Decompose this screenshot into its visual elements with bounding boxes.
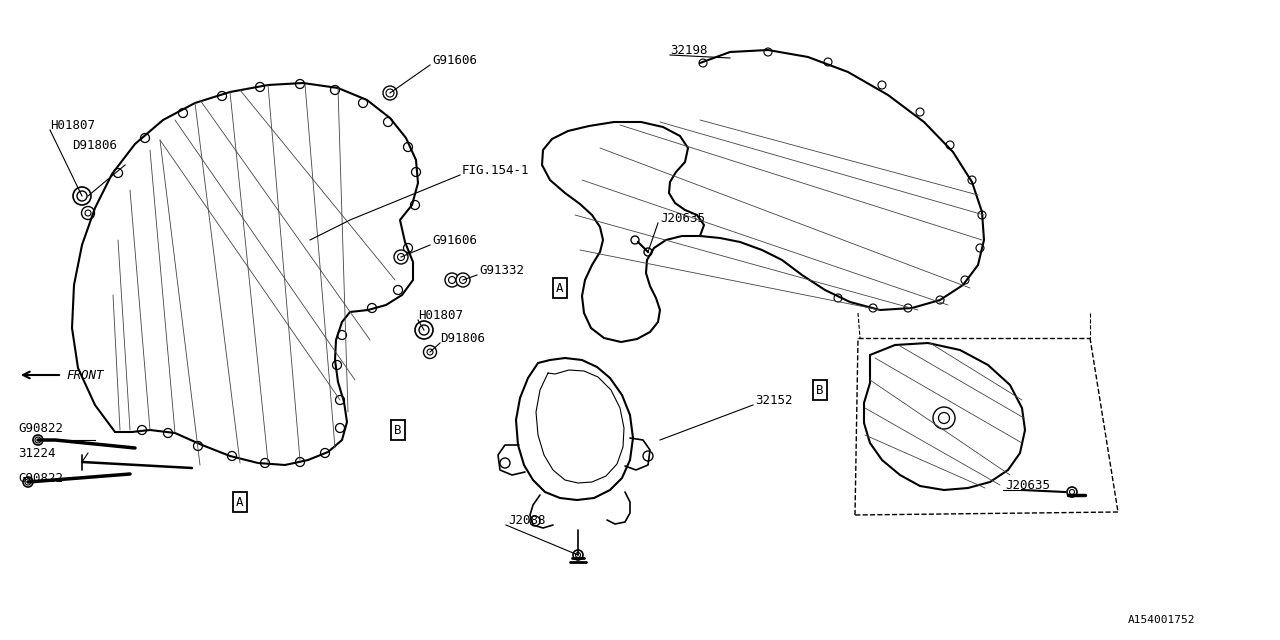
Text: D91806: D91806 <box>440 332 485 344</box>
Text: G91606: G91606 <box>433 234 477 246</box>
Text: H01807: H01807 <box>50 118 95 131</box>
Text: A154001752: A154001752 <box>1128 615 1196 625</box>
Text: 32198: 32198 <box>669 44 708 56</box>
Text: D91806: D91806 <box>72 138 116 152</box>
Text: 31224: 31224 <box>18 447 55 460</box>
Text: FIG.154-1: FIG.154-1 <box>462 163 530 177</box>
Text: 32152: 32152 <box>755 394 792 406</box>
Circle shape <box>33 435 44 445</box>
Text: G91606: G91606 <box>433 54 477 67</box>
Circle shape <box>23 477 33 487</box>
Circle shape <box>500 458 509 468</box>
Text: G90822: G90822 <box>18 422 63 435</box>
Circle shape <box>1068 487 1076 497</box>
Text: G90822: G90822 <box>18 472 63 484</box>
Circle shape <box>530 516 540 526</box>
Circle shape <box>415 321 433 339</box>
Text: A: A <box>237 495 243 509</box>
Text: J2088: J2088 <box>508 513 545 527</box>
Circle shape <box>933 407 955 429</box>
Text: B: B <box>394 424 402 436</box>
Text: A: A <box>557 282 563 294</box>
Circle shape <box>82 207 95 220</box>
Circle shape <box>383 86 397 100</box>
Circle shape <box>573 550 582 560</box>
Circle shape <box>445 273 460 287</box>
Circle shape <box>643 451 653 461</box>
Text: J20635: J20635 <box>1005 479 1050 492</box>
Text: G91332: G91332 <box>479 264 524 276</box>
Circle shape <box>394 250 408 264</box>
Circle shape <box>456 273 470 287</box>
Text: J20635: J20635 <box>660 211 705 225</box>
Text: H01807: H01807 <box>419 308 463 321</box>
Circle shape <box>424 346 436 358</box>
Text: FRONT: FRONT <box>67 369 104 381</box>
Text: B: B <box>817 383 824 397</box>
Circle shape <box>73 187 91 205</box>
